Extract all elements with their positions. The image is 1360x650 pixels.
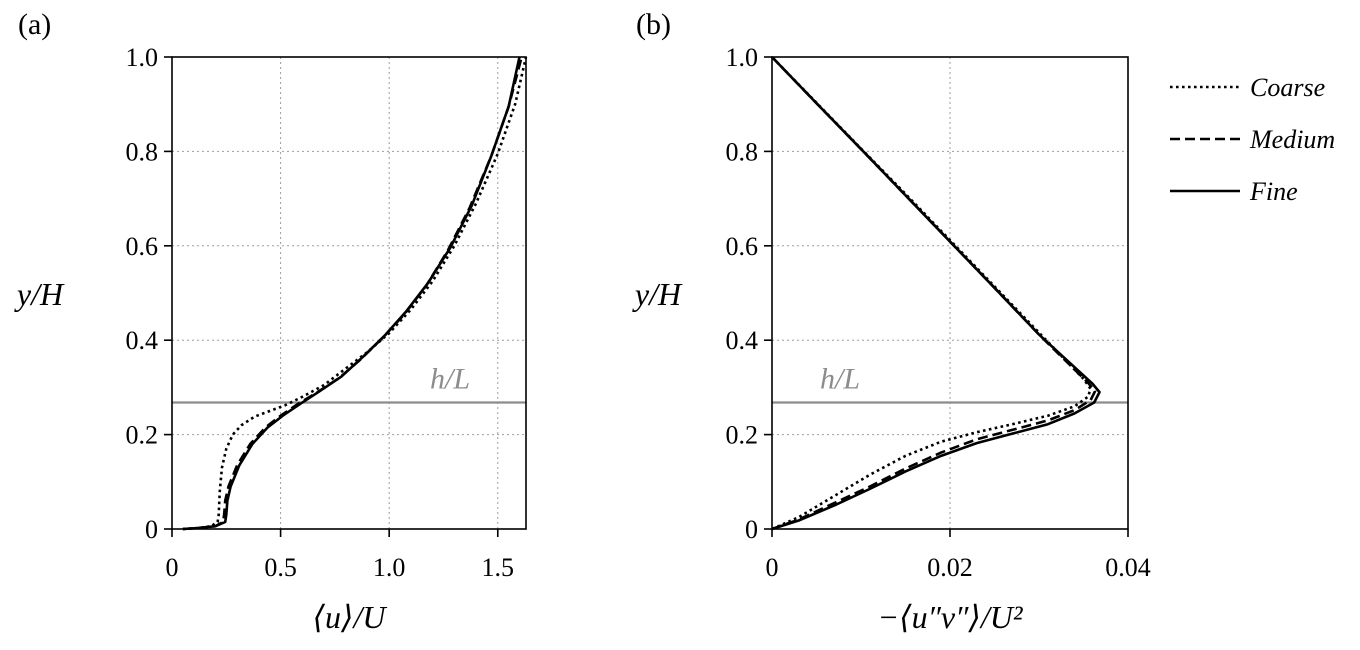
y-tick-label: 0 [745,515,758,544]
y-axis-label: y/H [632,276,683,312]
y-tick-label: 0.8 [126,137,159,166]
legend-label-fine: Fine [1249,177,1298,206]
series-fine-line [182,56,521,531]
panel-label: (a) [18,8,51,41]
y-tick-label: 0.4 [726,326,759,355]
reference-line-label: h/L [430,363,470,396]
y-axis-label: y/H [14,276,65,312]
panel-label: (b) [636,8,671,41]
x-tick-label: 0 [166,553,179,582]
x-axis-label: −⟨u″v″⟩/U² [877,599,1023,635]
legend-label-coarse: Coarse [1250,73,1325,102]
y-tick-label: 0.4 [126,326,159,355]
plot-frame [171,56,527,530]
panel-b: h/L 0 0.02 0.04 0 0.2 0.4 0.6 0.8 1.0 (b) y/H −⟨u″v″… [632,8,1151,635]
reference-line-label: h/L [820,363,860,396]
y-tick-label: 1.0 [126,43,159,72]
y-tick-label: 0.6 [726,232,759,261]
y-tick-label: 0 [145,515,158,544]
panel-a: h/L 0 0.5 1.0 1.5 0 0.2 0.4 0.6 0.8 1.0 (a) y/H ⟨u⟩/U [14,8,528,635]
x-tick-label: 0.04 [1105,553,1151,582]
x-tick-label: 1.0 [373,553,406,582]
y-tick-label: 0.6 [126,232,159,261]
y-tick-label: 0.8 [726,137,759,166]
series-medium-line [182,56,523,531]
y-tick-label: 0.2 [126,421,159,450]
x-tick-label: 1.5 [482,553,515,582]
series-coarse-line [182,56,528,531]
legend-label-medium: Medium [1249,125,1335,154]
series-fine-line [771,56,1101,531]
x-tick-label: 0.5 [264,553,297,582]
y-tick-label: 0.2 [726,421,759,450]
x-tick-label: 0.02 [927,553,973,582]
x-axis-label: ⟨u⟩/U [313,599,388,635]
legend: Coarse Medium Fine [1170,73,1335,206]
y-tick-label: 1.0 [726,43,759,72]
x-tick-label: 0 [766,553,779,582]
